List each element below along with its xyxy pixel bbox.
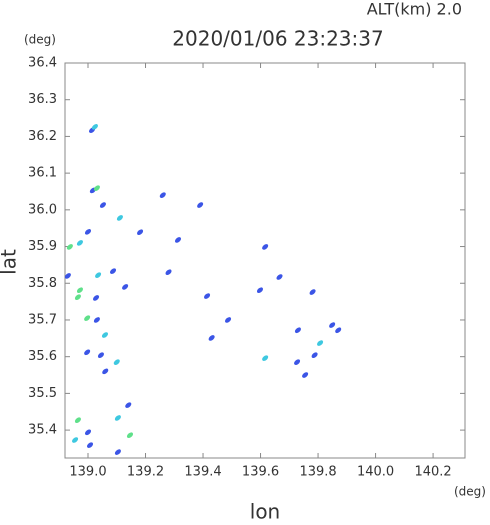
x-tick-label: 139.4 — [184, 465, 221, 480]
echo — [197, 202, 204, 208]
y-tick-label: 35.4 — [28, 423, 57, 438]
echo — [84, 429, 92, 436]
plot-frame — [64, 62, 466, 459]
echo — [294, 327, 301, 334]
echo — [95, 272, 102, 278]
echo — [99, 202, 106, 208]
echo — [276, 274, 283, 280]
echo — [102, 368, 109, 375]
y-tick-label: 36.1 — [28, 166, 57, 181]
x-unit: (deg) — [454, 485, 486, 499]
x-tick-label: 139.8 — [299, 465, 336, 480]
echo — [93, 317, 100, 323]
x-tick-label: 139.0 — [69, 465, 106, 480]
echo — [97, 352, 104, 359]
x-tick-label: 140.2 — [414, 465, 451, 480]
y-tick-label: 35.9 — [28, 239, 57, 254]
x-tick-label: 140.0 — [357, 465, 394, 480]
y-tick-label: 36.3 — [28, 92, 57, 107]
echo — [137, 229, 144, 236]
echo — [72, 437, 79, 443]
echo — [101, 332, 109, 338]
echo — [91, 124, 98, 130]
chart-title: 2020/01/06 23:23:37 — [172, 27, 383, 51]
echo — [109, 268, 117, 274]
echo — [93, 185, 100, 191]
y-tick-label: 36.4 — [28, 56, 57, 71]
echo — [317, 340, 324, 346]
echo — [294, 359, 301, 365]
echo — [113, 359, 120, 365]
echo — [84, 229, 92, 235]
echo — [74, 294, 81, 301]
echo — [174, 237, 182, 243]
echo — [74, 417, 81, 423]
x-tick-label: 139.6 — [242, 465, 279, 480]
echo — [335, 327, 342, 334]
echo — [262, 355, 269, 361]
echo — [114, 415, 121, 421]
echo — [311, 352, 318, 359]
y-axis-label: lat — [0, 249, 21, 275]
echo — [116, 215, 123, 221]
echo — [126, 432, 134, 439]
echo — [256, 287, 263, 294]
echo — [93, 295, 100, 301]
y-unit: (deg) — [24, 33, 56, 47]
echo — [165, 269, 172, 276]
echo — [302, 372, 309, 378]
echo — [86, 442, 94, 448]
echo — [76, 240, 83, 246]
echo — [309, 289, 316, 295]
y-tick-label: 35.6 — [28, 349, 57, 364]
y-tick-label: 35.7 — [28, 312, 57, 327]
echo — [64, 273, 71, 279]
echo — [114, 449, 121, 455]
echo — [66, 244, 73, 250]
y-tick-label: 36.2 — [28, 129, 57, 144]
x-tick-label: 139.2 — [127, 465, 164, 480]
echo — [76, 287, 83, 294]
altitude-label: ALT(km) 2.0 — [367, 0, 462, 19]
echo — [204, 293, 211, 299]
y-tick-label: 35.8 — [28, 276, 57, 291]
echo — [262, 244, 269, 250]
echo — [122, 284, 129, 290]
x-axis-label: lon — [250, 500, 280, 522]
echo — [329, 322, 336, 328]
echo — [225, 317, 232, 323]
echo — [125, 402, 132, 408]
echo — [208, 335, 215, 341]
echo — [84, 315, 91, 321]
echo — [159, 192, 166, 198]
echo — [84, 349, 91, 356]
y-tick-label: 35.5 — [28, 386, 57, 401]
y-tick-label: 36.0 — [28, 202, 57, 217]
